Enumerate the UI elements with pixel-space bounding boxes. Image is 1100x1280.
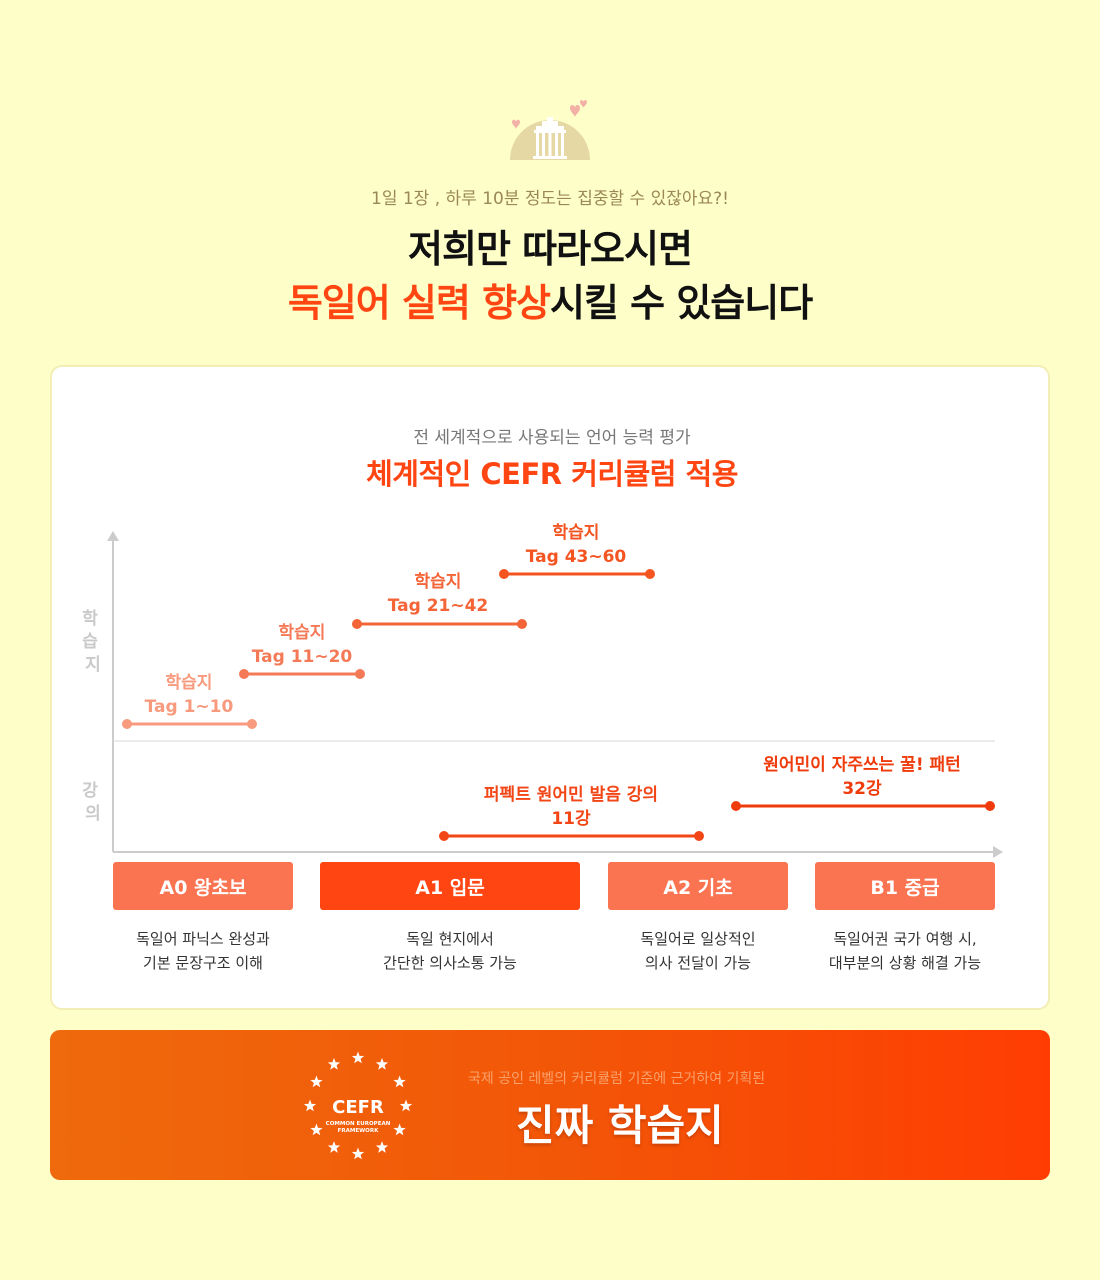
level-a0-button: A0 왕초보	[113, 862, 293, 910]
level-b1-button: B1 중급	[815, 862, 995, 910]
header-subtitle: 1일 1장 , 하루 10분 정도는 집중할 수 있잖아요?!	[371, 189, 729, 209]
star-icon	[303, 1099, 317, 1112]
lecture-2-title: 원어민이 자주쓰는 꿀! 패턴	[763, 755, 961, 775]
level-a2-desc-line1: 독일어로 일상적인	[640, 930, 756, 948]
star-icon	[375, 1141, 389, 1153]
worksheet-1-start-dot	[122, 719, 132, 729]
card-subtitle: 전 세계적으로 사용되는 언어 능력 평가	[413, 428, 691, 448]
worksheet-4-start-dot	[499, 569, 509, 579]
worksheet-4-range: Tag 43~60	[526, 547, 627, 567]
star-icon	[327, 1057, 341, 1070]
lecture-2-end-dot	[985, 801, 995, 811]
headline-highlight: 독일어 실력 향상	[287, 281, 551, 325]
star-icon	[393, 1075, 406, 1088]
star-icon	[393, 1123, 406, 1136]
worksheet-1-range: Tag 1~10	[145, 697, 234, 717]
headline-line2: 독일어 실력 향상시킬 수 있습니다	[0, 272, 1100, 327]
level-a0-desc-line2: 기본 문장구조 이해	[143, 954, 263, 972]
cefr-stars-emblem: CEFR COMMON EUROPEAN FRAMEWORK	[303, 1051, 413, 1160]
lecture-2-start-dot	[731, 801, 741, 811]
worksheet-3-end-dot	[517, 619, 527, 629]
star-icon	[375, 1057, 389, 1070]
level-a1-desc-line2: 간단한 의사소통 가능	[383, 954, 517, 972]
star-icon	[327, 1141, 341, 1153]
cefr-banner: CEFR COMMON EUROPEAN FRAMEWORK 국제 공인 레벨의…	[50, 1030, 1050, 1180]
worksheet-2: 학습지 Tag 11~20	[239, 623, 365, 679]
worksheet-4: 학습지 Tag 43~60	[499, 523, 655, 579]
level-a2-desc: 독일어로 일상적인 의사 전달이 가능	[588, 927, 808, 975]
headline-line1: 저희만 따라오시면	[408, 227, 693, 271]
y-label-worksheet-c2: 습	[82, 632, 98, 652]
emblem-sub1: COMMON EUROPEAN	[326, 1121, 391, 1127]
lecture-1-start-dot	[439, 831, 449, 841]
y-label-lecture: 강 의	[82, 781, 104, 824]
worksheet-4-end-dot	[645, 569, 655, 579]
worksheet-1-title: 학습지	[166, 673, 213, 693]
worksheet-2-title: 학습지	[279, 623, 326, 643]
lecture-1: 퍼펙트 원어민 발음 강의 11강	[439, 785, 704, 841]
lecture-1-count: 11강	[551, 809, 591, 829]
curriculum-card: 전 세계적으로 사용되는 언어 능력 평가 체계적인 CEFR 커리큘럼 적용 …	[50, 365, 1050, 1010]
y-label-lecture-c1: 강	[82, 781, 98, 801]
curriculum-chart: 학 습 지 강 의 학습지 Tag 1~10 학습지 Tag 11~20 학습지…	[82, 523, 1003, 858]
emblem-title: CEFR	[332, 1097, 384, 1118]
worksheet-3-title: 학습지	[415, 572, 462, 592]
level-a1-desc-line1: 독일 현지에서	[406, 930, 494, 948]
level-b1-desc-line2: 대부분의 상황 해결 가능	[828, 954, 982, 972]
level-b1-desc: 독일어권 국가 여행 시, 대부분의 상황 해결 가능	[790, 927, 1020, 975]
worksheet-2-start-dot	[239, 669, 249, 679]
star-icon	[351, 1147, 365, 1160]
star-icon	[399, 1099, 413, 1112]
star-icon	[351, 1051, 365, 1064]
headline-rest: 시킬 수 있습니다	[550, 281, 813, 325]
worksheet-2-range: Tag 11~20	[252, 647, 353, 667]
y-label-worksheet-c3: 지	[85, 655, 101, 675]
level-a0-desc: 독일어 파닉스 완성과 기본 문장구조 이해	[93, 927, 313, 975]
level-a1-desc: 독일 현지에서 간단한 의사소통 가능	[330, 927, 570, 975]
y-axis-arrow	[107, 531, 119, 541]
worksheet-3-start-dot	[352, 619, 362, 629]
lecture-1-end-dot	[694, 831, 704, 841]
lecture-1-title: 퍼펙트 원어민 발음 강의	[484, 785, 658, 805]
y-label-worksheet-c1: 학	[82, 609, 98, 629]
y-label-lecture-c2: 의	[85, 804, 101, 824]
star-icon	[310, 1075, 323, 1088]
y-label-worksheet: 학 습 지	[82, 609, 104, 675]
level-a1-button: A1 입문	[320, 862, 580, 910]
lecture-2: 원어민이 자주쓰는 꿀! 패턴 32강	[731, 755, 995, 811]
worksheet-1-end-dot	[247, 719, 257, 729]
worksheet-3: 학습지 Tag 21~42	[352, 572, 527, 629]
banner-subtitle: 국제 공인 레벨의 커리큘럼 기준에 근거하여 기획된	[468, 1071, 766, 1087]
level-a0-desc-line1: 독일어 파닉스 완성과	[136, 930, 270, 948]
card-title: 체계적인 CEFR 커리큘럼 적용	[366, 457, 738, 491]
star-icon	[310, 1123, 323, 1136]
worksheet-2-end-dot	[355, 669, 365, 679]
level-a2-desc-line2: 의사 전달이 가능	[644, 954, 752, 972]
worksheet-4-title: 학습지	[553, 523, 600, 543]
emblem-sub2: FRAMEWORK	[338, 1128, 379, 1134]
level-b1-desc-line1: 독일어권 국가 여행 시,	[833, 930, 977, 948]
x-axis-arrow	[993, 846, 1003, 858]
level-a2-button: A2 기초	[608, 862, 788, 910]
brandenburg-gate-icon	[510, 100, 590, 160]
worksheet-1: 학습지 Tag 1~10	[122, 673, 257, 729]
worksheet-3-range: Tag 21~42	[388, 596, 489, 616]
banner-title: 진짜 학습지	[516, 1101, 724, 1150]
lecture-2-count: 32강	[842, 779, 882, 799]
